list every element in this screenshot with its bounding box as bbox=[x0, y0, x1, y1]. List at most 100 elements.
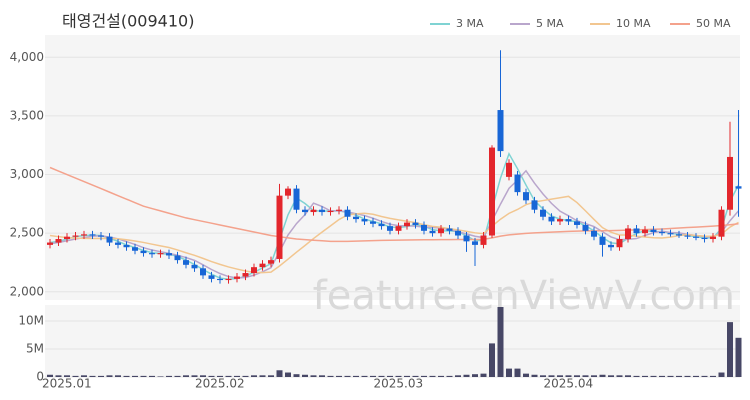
candle-body bbox=[47, 242, 53, 245]
candle-body bbox=[412, 222, 419, 225]
candle-body bbox=[650, 229, 657, 232]
volume-bar bbox=[140, 375, 147, 377]
volume-bar bbox=[225, 375, 232, 377]
candle-body bbox=[523, 192, 529, 201]
volume-bar bbox=[633, 375, 640, 377]
candle-body bbox=[217, 278, 223, 281]
volume-bar bbox=[531, 374, 538, 377]
candle-body bbox=[327, 210, 334, 213]
candle-body bbox=[132, 247, 138, 251]
volume-bar bbox=[370, 375, 376, 377]
candle-body bbox=[319, 209, 325, 213]
volume-bar bbox=[667, 375, 674, 377]
volume-bar bbox=[191, 375, 198, 377]
volume-bar bbox=[506, 368, 512, 377]
candle-body bbox=[540, 209, 546, 217]
candle-body bbox=[727, 156, 733, 210]
watermark: feature.enViewV.com bbox=[313, 273, 735, 319]
volume-bar bbox=[183, 375, 189, 377]
candle-body bbox=[123, 244, 130, 248]
candle-body bbox=[659, 231, 665, 234]
volume-bar bbox=[234, 375, 240, 377]
candle-body bbox=[361, 219, 368, 222]
volume-bar bbox=[489, 343, 495, 377]
volume-bar bbox=[421, 375, 427, 377]
volume-bar bbox=[353, 375, 359, 377]
candle-body bbox=[684, 235, 691, 237]
volume-bar bbox=[395, 375, 402, 377]
volume-bar bbox=[625, 375, 631, 377]
candle-body bbox=[242, 273, 249, 277]
y-tick-label: 2,000 bbox=[10, 284, 44, 298]
volume-bar bbox=[327, 375, 334, 377]
candle-body bbox=[608, 244, 614, 248]
candle-body bbox=[531, 200, 538, 210]
volume-bar bbox=[302, 374, 308, 377]
volume-bar bbox=[106, 375, 113, 377]
ma-line bbox=[49, 169, 740, 279]
volume-bar bbox=[718, 372, 725, 377]
candle-body bbox=[115, 242, 121, 245]
candle-body bbox=[599, 236, 606, 245]
volume-bar bbox=[166, 375, 172, 377]
candle-body bbox=[582, 224, 589, 231]
candle-body bbox=[633, 228, 640, 234]
candle-body bbox=[480, 235, 487, 245]
candle-body bbox=[81, 234, 87, 236]
volume-bar bbox=[523, 373, 529, 377]
volume-bar bbox=[514, 368, 521, 377]
candle-body bbox=[489, 147, 495, 236]
volume-bar bbox=[251, 375, 257, 377]
volume-bar bbox=[582, 375, 589, 377]
candle-body bbox=[693, 236, 699, 238]
volume-bar bbox=[463, 374, 470, 377]
volume-bar bbox=[591, 375, 597, 377]
price-panel bbox=[45, 35, 740, 300]
volume-bar bbox=[557, 375, 563, 377]
candle-body bbox=[166, 253, 172, 256]
candle-body bbox=[718, 209, 725, 237]
x-tick-label: 2025.04 bbox=[544, 377, 594, 391]
volume-bar bbox=[735, 337, 742, 377]
volume-bar bbox=[361, 375, 368, 377]
candle-body bbox=[336, 209, 342, 211]
candle-body bbox=[251, 267, 257, 274]
volume-bar bbox=[47, 374, 53, 377]
candle-body bbox=[404, 222, 410, 227]
y-tick-label: 0 bbox=[36, 370, 44, 384]
candle-body bbox=[421, 224, 427, 231]
candle-body bbox=[735, 186, 742, 189]
volume-bar bbox=[276, 370, 283, 377]
volume-bar bbox=[217, 375, 223, 377]
volume-bar bbox=[446, 375, 453, 377]
volume-bar bbox=[208, 375, 215, 377]
volume-bar bbox=[497, 307, 504, 377]
y-tick-label: 10M bbox=[18, 314, 44, 328]
volume-bar bbox=[98, 375, 104, 377]
volume-bar bbox=[455, 375, 461, 377]
candle-body bbox=[701, 237, 708, 240]
volume-bar bbox=[710, 375, 716, 377]
volume-bar bbox=[319, 375, 325, 377]
candle-body bbox=[234, 276, 240, 279]
volume-bar bbox=[540, 375, 546, 377]
candle-body bbox=[616, 239, 623, 248]
volume-bar bbox=[344, 375, 351, 377]
volume-bar bbox=[336, 375, 342, 377]
candle-body bbox=[89, 234, 96, 236]
ma-line bbox=[49, 151, 740, 281]
candle-body bbox=[285, 188, 291, 196]
volume-bar bbox=[429, 375, 436, 377]
volume-bar bbox=[548, 375, 555, 377]
volume-bar bbox=[574, 375, 580, 377]
y-tick-label: 4,000 bbox=[10, 50, 44, 64]
volume-bar bbox=[157, 376, 164, 377]
y-tick-label: 2,500 bbox=[10, 226, 44, 240]
candle-body bbox=[140, 250, 147, 254]
candle-body bbox=[225, 278, 232, 281]
volume-bar bbox=[115, 375, 121, 377]
candle-body bbox=[463, 235, 470, 242]
volume-bar bbox=[480, 373, 487, 377]
candle-body bbox=[395, 226, 402, 231]
